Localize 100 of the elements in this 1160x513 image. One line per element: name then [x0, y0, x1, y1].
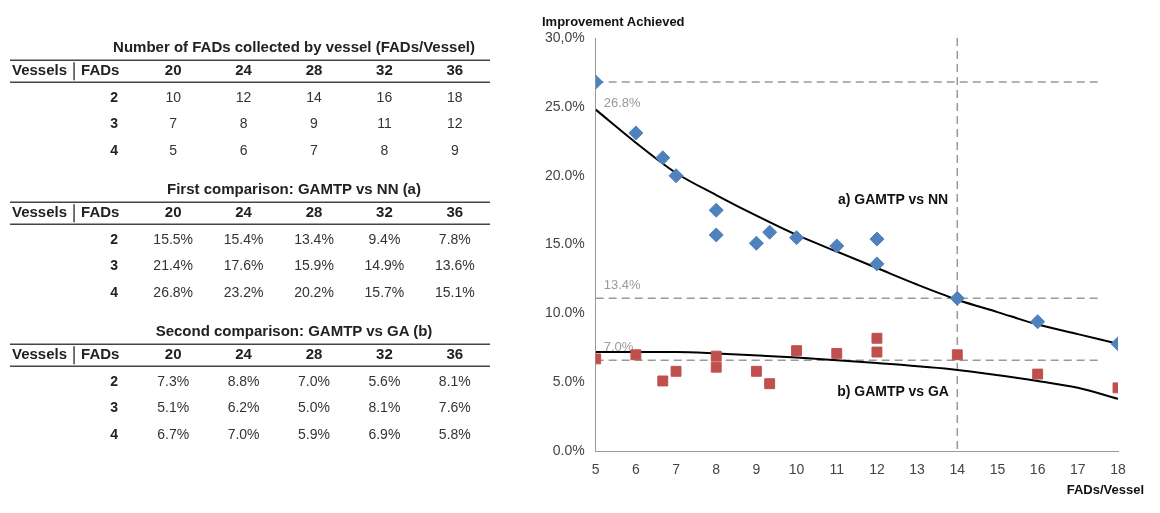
- x-tick-label: 6: [631, 461, 640, 478]
- point: [708, 227, 724, 243]
- data-label: 5.0%: [298, 399, 330, 416]
- x-tick-label: 11: [829, 461, 845, 478]
- y-axis-title: Vessels: [12, 61, 68, 79]
- x-axis-title: FADs/Vessel: [1066, 481, 1144, 497]
- data-label: 15.4%: [223, 230, 264, 247]
- x-tick-label: 20: [164, 203, 182, 221]
- data-label: 13.4%: [294, 230, 334, 247]
- data-label: 8.1%: [368, 399, 401, 416]
- data-label: 26.8%: [153, 283, 194, 300]
- x-tick-label: 9: [752, 461, 761, 478]
- annotation: 7.0%: [603, 339, 634, 355]
- data-label: 5.9%: [298, 425, 330, 442]
- data-label: 10: [165, 88, 182, 105]
- y-tick-label: 10.0%: [544, 304, 585, 321]
- point: [630, 349, 642, 361]
- x-tick-label: 36: [446, 345, 464, 363]
- point: [670, 365, 682, 377]
- y-tick-label: 15.0%: [544, 235, 585, 252]
- data-label: 9: [310, 115, 319, 132]
- point: [951, 349, 963, 361]
- data-label: 14: [306, 88, 322, 105]
- data-label: 15.9%: [294, 257, 334, 274]
- point: [708, 202, 724, 218]
- data-label: 15.7%: [364, 283, 405, 300]
- data-label: 9.4%: [368, 230, 401, 247]
- x-tick-label: 17: [1070, 461, 1086, 478]
- data-label: 12: [235, 88, 252, 105]
- data-label: 5: [169, 141, 178, 158]
- data-label: 20.2%: [294, 283, 334, 300]
- point: [750, 365, 762, 377]
- data-label: 7: [310, 141, 319, 158]
- x-tick-label: 24: [235, 345, 253, 363]
- y-tick-label: 25.0%: [544, 97, 585, 114]
- point: [789, 230, 805, 246]
- data-label: 8.1%: [438, 372, 471, 389]
- point: [829, 238, 845, 254]
- point: [762, 224, 778, 240]
- y-tick-label: 4: [110, 283, 119, 300]
- point: [869, 231, 885, 247]
- x-tick-label: 24: [235, 61, 253, 79]
- x-tick-label: 13: [909, 461, 926, 478]
- x-tick-label: 28: [305, 203, 323, 221]
- data-label: 6.9%: [368, 425, 401, 442]
- x-tick-label: 7: [672, 461, 681, 478]
- data-label: 7: [169, 115, 178, 132]
- x-tick-label: 16: [1029, 461, 1046, 478]
- x-tick-label: 14: [949, 461, 966, 478]
- x-tick-label: 5: [591, 461, 600, 478]
- data-label: 7.0%: [227, 425, 260, 442]
- data-label: 8: [239, 115, 248, 132]
- point: [831, 347, 843, 359]
- point: [668, 168, 684, 184]
- data-label: 7.6%: [438, 399, 471, 416]
- y-tick-label: 30,0%: [544, 28, 585, 45]
- y-tick-label: 2: [110, 88, 119, 105]
- x-tick-label: 24: [235, 203, 253, 221]
- point: [710, 361, 722, 373]
- text: a) GAMTP vs NN: [837, 190, 949, 207]
- x-axis-title: FADs: [81, 345, 120, 363]
- point: [710, 350, 722, 362]
- point: [1030, 314, 1046, 330]
- x-tick-label: 32: [376, 345, 393, 363]
- x-tick-label: 20: [164, 61, 182, 79]
- data-label: 21.4%: [153, 257, 194, 274]
- data-label: 23.2%: [223, 283, 264, 300]
- y-tick-label: 3: [110, 115, 119, 132]
- data-label: 5.1%: [157, 399, 190, 416]
- x-tick-label: 15: [989, 461, 1006, 478]
- data-label: 16: [376, 88, 393, 105]
- data-label: 6.2%: [227, 399, 260, 416]
- series-label: b) GAMTP vs GA: [837, 382, 949, 399]
- data-label: 5.6%: [368, 372, 401, 389]
- data-label: 14.9%: [364, 257, 405, 274]
- y-tick-label: 2: [110, 230, 119, 247]
- y-axis-title: Vessels: [12, 203, 68, 221]
- x-tick-label: 12: [869, 461, 885, 478]
- x-tick-label: 28: [305, 61, 323, 79]
- point: [748, 235, 764, 251]
- data-label: 7.8%: [438, 230, 471, 247]
- chart-title: Number of FADs collected by vessel (FADs/Vessel): [113, 38, 475, 56]
- x-axis-title: FADs: [81, 61, 120, 79]
- data-label: 7.0%: [298, 372, 330, 389]
- y-tick-label: 3: [110, 399, 119, 416]
- data-label: 5.8%: [438, 425, 471, 442]
- y-tick-label: 4: [110, 425, 119, 442]
- point: [628, 125, 644, 141]
- chart-title: Second comparison: GAMTP vs GA (b): [155, 322, 433, 340]
- point: [1032, 368, 1044, 380]
- data-label: 15.5%: [153, 230, 194, 247]
- data-label: 6.7%: [157, 425, 190, 442]
- point: [949, 290, 965, 306]
- data-label: 8: [380, 141, 389, 158]
- point: [657, 375, 669, 387]
- data-label: 7.3%: [157, 372, 190, 389]
- point: [791, 345, 803, 357]
- y-tick-label: 3: [110, 257, 119, 274]
- x-tick-label: 32: [376, 61, 393, 79]
- data-label: 8.8%: [227, 372, 260, 389]
